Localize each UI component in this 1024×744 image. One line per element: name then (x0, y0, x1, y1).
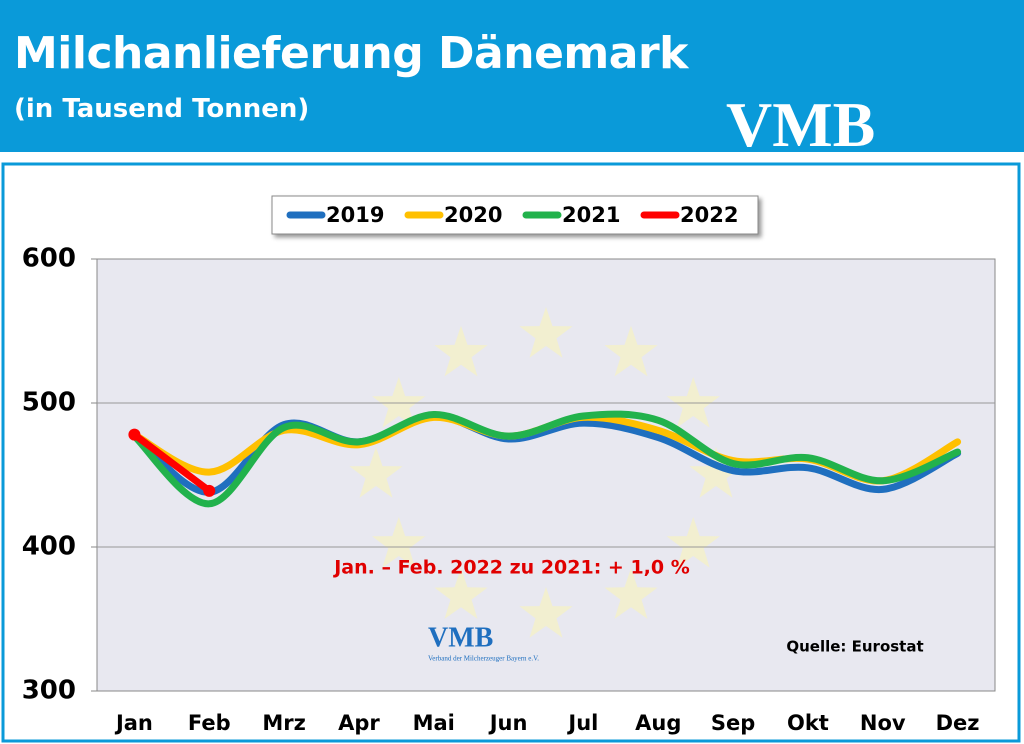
star (604, 325, 658, 377)
y-tick-label: 500 (22, 388, 76, 418)
watermark-logo: VMB (428, 622, 493, 653)
star (372, 377, 426, 428)
star (689, 447, 743, 498)
x-tick-label: Nov (860, 711, 906, 735)
star (519, 307, 573, 358)
star (349, 447, 403, 498)
x-tick-label: Jul (566, 711, 598, 735)
y-tick-label: 400 (22, 532, 76, 562)
watermark-stars (349, 307, 743, 638)
x-tick-label: Feb (188, 711, 231, 735)
star (519, 587, 573, 638)
star (666, 377, 720, 428)
star (372, 517, 426, 568)
marker (128, 428, 141, 441)
header: Milchanlieferung Dänemark (in Tausend To… (0, 0, 1024, 160)
star (434, 568, 488, 619)
star (604, 568, 658, 619)
watermark-caption: Verband der Milcherzeuger Bayern e.V. (428, 655, 539, 663)
series-line (130, 410, 962, 508)
marker (203, 484, 216, 497)
star (666, 517, 720, 568)
source-note: Quelle: Eurostat (786, 638, 923, 656)
x-tick-label: Apr (338, 711, 380, 735)
logo: VMB (726, 89, 876, 160)
x-tick-label: Okt (787, 711, 829, 735)
x-tick-label: Dez (936, 711, 980, 735)
x-tick-label: Sep (711, 711, 755, 735)
x-tick-label: Jun (488, 711, 528, 735)
x-tick-label: Mai (413, 711, 455, 735)
x-tick-label: Aug (635, 711, 681, 735)
title: Milchanlieferung Dänemark (14, 28, 688, 79)
legend-label: 2022 (680, 203, 738, 227)
y-tick-label: 300 (22, 676, 76, 706)
legend-label: 2019 (326, 203, 384, 227)
star (434, 325, 488, 377)
annotation: Jan. – Feb. 2022 zu 2021: + 1,0 % (332, 557, 690, 579)
legend-label: 2021 (562, 203, 620, 227)
x-tick-label: Mrz (262, 711, 305, 735)
y-tick-label: 600 (22, 244, 76, 274)
subtitle: (in Tausend Tonnen) (14, 94, 310, 124)
legend-label: 2020 (444, 203, 502, 227)
x-tick-label: Jan (114, 711, 153, 735)
